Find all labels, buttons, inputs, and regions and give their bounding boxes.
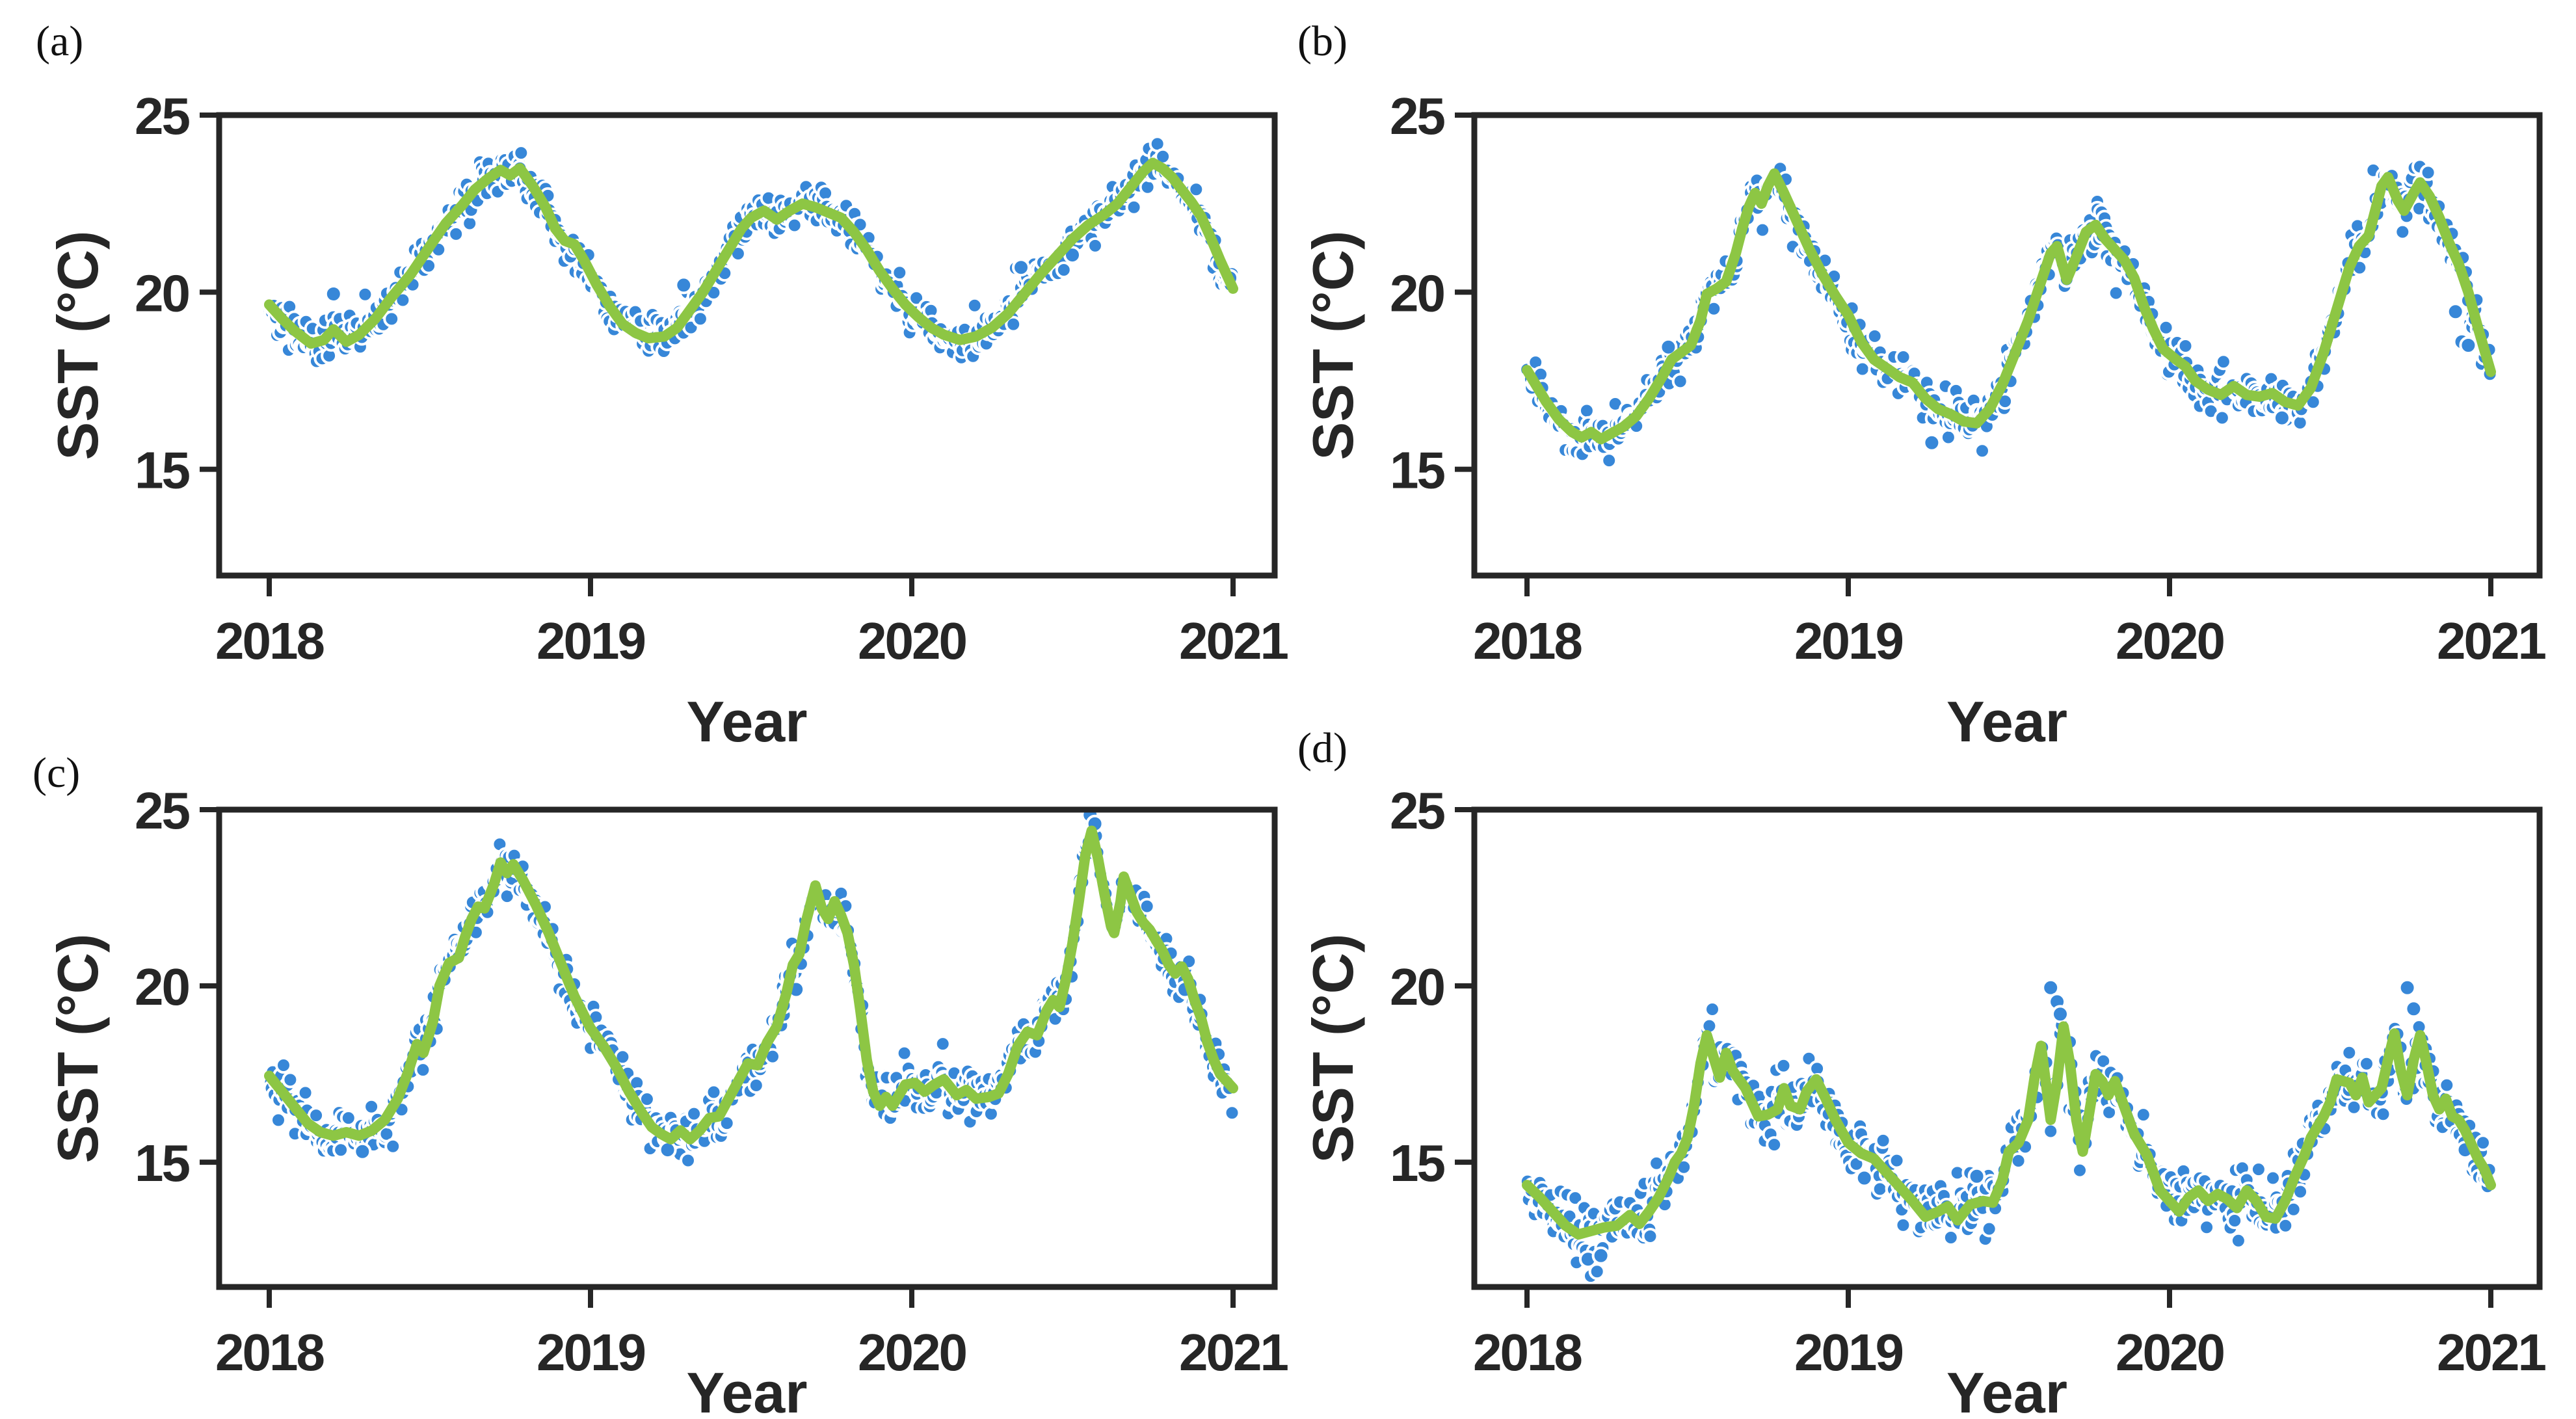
x-tick-label-a: 2020 (858, 612, 966, 670)
x-tick-label-c: 2019 (537, 1323, 644, 1381)
plot-box-b (1471, 112, 2543, 579)
x-tick-label-b: 2021 (2437, 612, 2545, 670)
scatter-outlier-dot (1922, 433, 1941, 452)
y-tick-label-a: 25 (135, 87, 189, 145)
scatter-daily-sst-d (1519, 978, 2498, 1285)
y-tick-label-a: 20 (135, 264, 189, 322)
panel-b: 25 20 15 2018 2019 2020 2021 SST (°C) Year (b) (1297, 18, 2547, 754)
x-tick-label-a: 2018 (215, 612, 324, 670)
y-tick-label-b: 15 (1390, 442, 1444, 499)
y-tick-label-b: 20 (1390, 264, 1444, 322)
x-tick-label-b: 2018 (1473, 612, 1582, 670)
x-tick-label-d: 2018 (1473, 1323, 1582, 1381)
scatter-daily-sst-a (261, 135, 1241, 370)
x-tick-label-a: 2019 (537, 612, 644, 670)
scatter-outlier-dot (2446, 302, 2465, 321)
panel-letter-a: (a) (36, 18, 83, 65)
scatter-daily-sst-b (1519, 158, 2499, 470)
scatter-outlier-dot (1855, 1169, 1874, 1187)
scatter-outlier-dot (2051, 1005, 2069, 1024)
scatter-outlier-dot (2404, 1000, 2423, 1018)
x-axis-title-b: Year (1946, 689, 2067, 754)
panel-a: 25 20 15 2018 2019 2020 2021 SST (°C) Year (a) (36, 18, 1290, 754)
panel-letter-b: (b) (1297, 18, 1348, 65)
smoothed-sst-line-c (264, 825, 1238, 1145)
x-tick-label-c: 2018 (215, 1323, 324, 1381)
x-tick-label-c: 2020 (858, 1323, 966, 1381)
smoothed-sst-line-b (1522, 168, 2496, 445)
scatter-outlier-dot (1659, 338, 1678, 356)
panel-letter-d: (d) (1297, 724, 1348, 772)
y-axis-title-b: SST (°C) (1301, 231, 1365, 460)
y-axis-title-a: SST (°C) (46, 231, 110, 460)
y-tick-label-c: 15 (135, 1134, 189, 1192)
x-axis-title-a: Year (687, 689, 808, 754)
x-tick-label-a: 2021 (1179, 612, 1288, 670)
scatter-outlier-dot (2459, 336, 2478, 354)
smoothed-sst-line-a (264, 157, 1238, 349)
scatter-daily-sst-c (262, 810, 1241, 1169)
x-axis-title-c: Year (687, 1360, 808, 1419)
x-tick-label-d: 2019 (1794, 1323, 1902, 1381)
panel-letter-c: (c) (33, 749, 80, 797)
x-tick-label-b: 2019 (1794, 612, 1902, 670)
x-axis-title-d: Year (1946, 1360, 2067, 1419)
y-tick-label-a: 15 (135, 442, 189, 499)
y-tick-label-c: 20 (135, 958, 189, 1016)
scatter-outlier-dot (658, 1141, 677, 1160)
y-tick-label-d: 15 (1390, 1134, 1444, 1192)
y-tick-label-c: 25 (135, 782, 189, 840)
plot-box-c (216, 806, 1278, 1290)
scatter-outlier-dot (1967, 1167, 1986, 1186)
y-axis-title-c: SST (°C) (46, 934, 110, 1163)
x-tick-label-b: 2020 (2116, 612, 2224, 670)
panel-d: 25 20 15 2018 2019 2020 2021 SST (°C) Year (d) (1297, 724, 2547, 1419)
scatter-outlier-dot (324, 285, 343, 303)
plot-box-d (1471, 806, 2543, 1290)
scatter-outlier-dot (674, 276, 693, 295)
y-tick-label-b: 25 (1390, 87, 1444, 145)
scatter-outlier-dot (1012, 258, 1030, 277)
panel-c: 25 20 15 2018 2019 2020 2021 SST (°C) Year (c) (33, 749, 1290, 1419)
scatter-outlier-dot (2398, 978, 2417, 997)
scatter-outlier-dot (353, 1142, 372, 1161)
y-tick-label-d: 20 (1390, 958, 1444, 1016)
scatter-outlier-dot (1591, 1246, 1610, 1265)
smoothed-sst-line-d (1522, 1021, 2496, 1240)
y-axis-title-d: SST (°C) (1301, 934, 1365, 1163)
x-tick-label-d: 2021 (2437, 1323, 2545, 1381)
plot-box-a (216, 112, 1278, 579)
x-tick-label-c: 2021 (1179, 1323, 1288, 1381)
scatter-outlier-dot (2272, 408, 2291, 427)
y-tick-label-d: 25 (1390, 782, 1444, 840)
x-tick-label-d: 2020 (2116, 1323, 2224, 1381)
